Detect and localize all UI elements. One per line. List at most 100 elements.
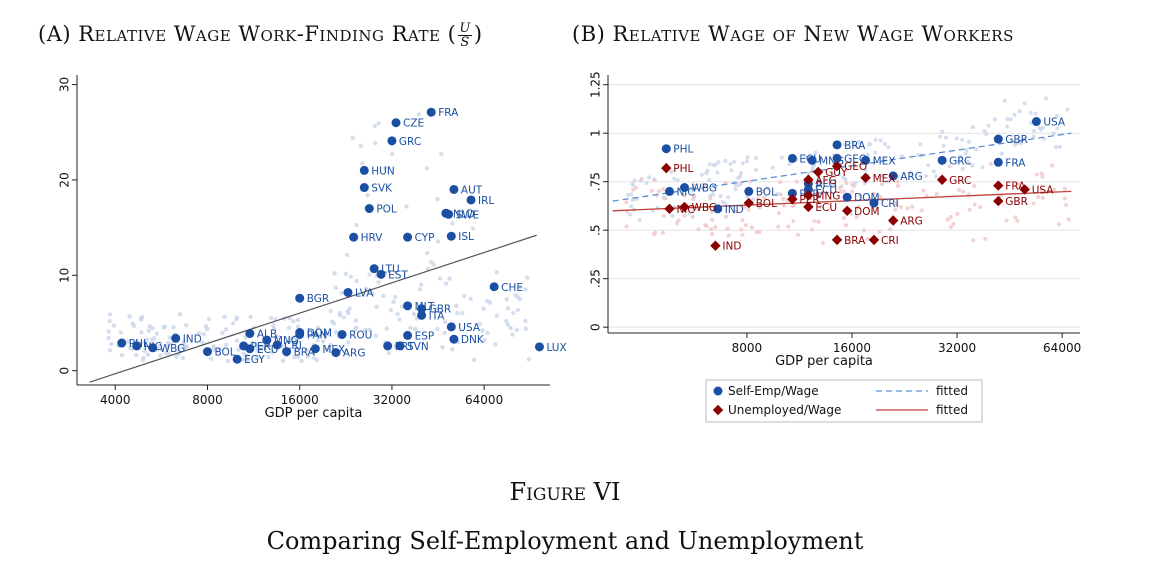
background-observation bbox=[786, 224, 791, 229]
data-point-gbr bbox=[417, 304, 427, 314]
background-observation bbox=[220, 330, 225, 336]
unemployed-point-dom bbox=[841, 205, 853, 216]
background-observation bbox=[1055, 126, 1060, 131]
data-label-nld: NLD bbox=[453, 208, 475, 220]
background-observation bbox=[877, 194, 882, 199]
panel-b-y-tick-label: 1.25 bbox=[589, 71, 603, 98]
background-observation bbox=[982, 129, 987, 134]
background-observation bbox=[974, 147, 979, 152]
background-observation bbox=[970, 125, 975, 130]
background-observation bbox=[718, 194, 723, 199]
background-observation bbox=[853, 181, 858, 186]
background-observation bbox=[485, 330, 490, 336]
background-observation bbox=[951, 222, 956, 227]
background-observation bbox=[314, 357, 319, 362]
background-observation bbox=[732, 159, 737, 164]
background-observation bbox=[630, 198, 635, 203]
background-observation bbox=[515, 307, 521, 313]
fraction-numerator: U bbox=[458, 21, 472, 36]
background-observation bbox=[713, 162, 718, 167]
background-observation bbox=[854, 215, 859, 220]
background-observation bbox=[1065, 107, 1070, 112]
panel-a-title-suffix: ) bbox=[473, 22, 483, 46]
data-label-lux: LUX bbox=[546, 342, 566, 354]
background-observation bbox=[794, 179, 799, 184]
background-observation bbox=[707, 162, 712, 167]
background-observation bbox=[395, 311, 400, 317]
background-observation bbox=[328, 342, 333, 348]
background-observation bbox=[341, 315, 346, 320]
self-emp-point-cri bbox=[869, 198, 879, 208]
self-emp-point-phl bbox=[661, 144, 671, 154]
unemployed-label-wbg: WBG bbox=[691, 202, 717, 214]
background-observation bbox=[183, 344, 188, 350]
background-observation bbox=[882, 157, 887, 162]
background-observation bbox=[291, 340, 297, 346]
unemployed-point-gbr bbox=[993, 195, 1004, 207]
data-label-bra: BRA bbox=[294, 347, 316, 359]
background-observation bbox=[1052, 187, 1057, 192]
background-observation bbox=[443, 319, 448, 325]
background-observation bbox=[523, 287, 528, 292]
background-observation bbox=[960, 166, 965, 171]
background-observation bbox=[965, 159, 970, 164]
background-observation bbox=[481, 306, 486, 311]
background-observation bbox=[723, 158, 728, 163]
background-observation bbox=[919, 208, 924, 213]
background-observation bbox=[431, 262, 437, 268]
unemployed-label-ind: IND bbox=[722, 241, 741, 253]
background-observation bbox=[505, 322, 511, 327]
background-observation bbox=[107, 312, 113, 317]
background-observation bbox=[754, 230, 759, 235]
background-observation bbox=[296, 338, 301, 343]
background-observation bbox=[1056, 222, 1061, 227]
background-observation bbox=[315, 325, 321, 330]
background-observation bbox=[725, 226, 730, 231]
background-observation bbox=[249, 340, 255, 345]
background-observation bbox=[139, 330, 144, 335]
background-observation bbox=[1039, 127, 1044, 132]
background-observation bbox=[305, 354, 311, 359]
data-point-mng bbox=[262, 335, 272, 345]
unemployed-label-mng: MNG bbox=[815, 190, 840, 202]
background-observation bbox=[740, 232, 745, 237]
background-observation bbox=[477, 321, 483, 326]
background-observation bbox=[966, 139, 971, 144]
background-observation bbox=[392, 294, 398, 300]
background-observation bbox=[416, 112, 422, 117]
background-observation bbox=[716, 160, 721, 165]
background-observation bbox=[240, 357, 246, 362]
background-observation bbox=[429, 259, 434, 265]
data-label-hrv: HRV bbox=[361, 232, 384, 244]
background-observation bbox=[812, 219, 817, 224]
background-observation bbox=[740, 161, 745, 166]
data-point-grc bbox=[387, 136, 397, 146]
background-observation bbox=[728, 161, 733, 166]
background-observation bbox=[167, 335, 172, 340]
background-observation bbox=[325, 331, 331, 337]
data-label-usa: USA bbox=[458, 322, 481, 334]
background-observation bbox=[230, 321, 236, 326]
background-observation bbox=[806, 171, 811, 176]
data-point-cze bbox=[391, 118, 401, 128]
data-label-fra: FRA bbox=[438, 107, 459, 119]
background-observation bbox=[756, 196, 761, 201]
panel-a-x-axis-label: GDP per capita bbox=[265, 406, 363, 421]
background-observation bbox=[176, 345, 182, 351]
background-observation bbox=[347, 306, 352, 311]
background-observation bbox=[1004, 218, 1009, 223]
background-observation bbox=[368, 289, 373, 295]
background-observation bbox=[437, 276, 443, 281]
data-label-che: CHE bbox=[501, 282, 523, 294]
background-observation bbox=[494, 313, 500, 318]
background-observation bbox=[236, 347, 241, 352]
unemployed-point-fra bbox=[993, 180, 1004, 191]
background-observation bbox=[339, 290, 344, 296]
self-emp-label-geo: GEO bbox=[844, 153, 867, 165]
data-point-svn bbox=[395, 341, 405, 351]
background-observation bbox=[963, 151, 968, 156]
background-observation bbox=[726, 195, 731, 200]
background-observation bbox=[726, 233, 731, 238]
